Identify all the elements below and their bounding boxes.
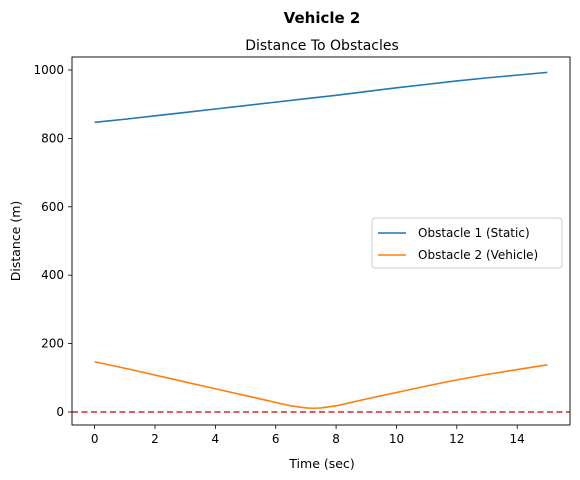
x-axis-label: Time (sec) <box>288 456 354 471</box>
x-tick-label: 12 <box>449 432 464 446</box>
series-line-2 <box>94 360 548 410</box>
y-tick-label: 400 <box>41 268 64 282</box>
y-tick-label: 800 <box>41 131 64 145</box>
y-tick-label: 1000 <box>33 63 64 77</box>
x-tick-label: 0 <box>91 432 99 446</box>
y-axis-label: Distance (m) <box>8 201 23 282</box>
legend: Obstacle 1 (Static) Obstacle 2 (Vehicle) <box>371 217 563 269</box>
y-tick-label: 200 <box>41 337 64 351</box>
legend-label-2: Obstacle 2 (Vehicle) <box>418 248 538 262</box>
y-axis: 0 200 400 600 800 1000 <box>33 63 72 419</box>
x-tick-label: 4 <box>212 432 220 446</box>
x-tick-label: 10 <box>389 432 404 446</box>
series-line-1 <box>94 71 548 124</box>
plot-area <box>72 71 570 413</box>
x-tick-label: 8 <box>332 432 340 446</box>
chart-suptitle: Vehicle 2 <box>284 9 361 27</box>
legend-label-1: Obstacle 1 (Static) <box>418 226 530 240</box>
x-tick-label: 6 <box>272 432 280 446</box>
x-tick-label: 14 <box>510 432 525 446</box>
legend-box <box>371 217 563 269</box>
chart-title: Distance To Obstacles <box>245 38 399 54</box>
y-tick-label: 0 <box>56 405 64 419</box>
x-tick-label: 2 <box>151 432 159 446</box>
y-tick-label: 600 <box>41 200 64 214</box>
axes-frame <box>71 56 571 426</box>
x-axis: 0 2 4 6 8 10 12 14 <box>91 425 525 446</box>
